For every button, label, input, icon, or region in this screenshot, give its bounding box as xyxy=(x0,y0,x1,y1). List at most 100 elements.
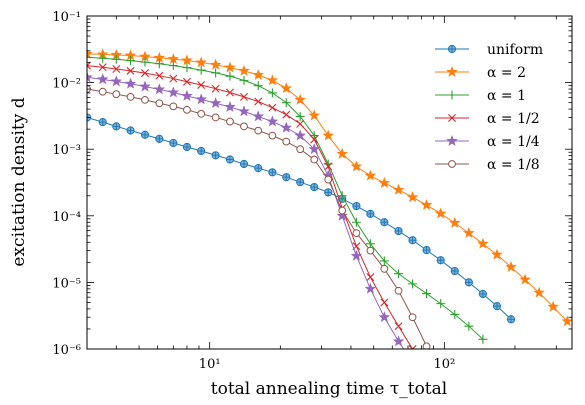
data-point-0-25 xyxy=(436,256,445,265)
data-point-0-4 xyxy=(140,130,150,139)
series-5 xyxy=(87,85,431,349)
data-point-4-0 xyxy=(87,71,93,83)
y-tick-label-5: 10⁻⁶ xyxy=(52,343,81,358)
data-point-5-21 xyxy=(380,264,389,273)
data-point-2-9 xyxy=(211,68,221,78)
data-point-0-7 xyxy=(182,142,192,152)
y-axis-label: excitation density d xyxy=(9,97,29,266)
data-point-5-6 xyxy=(169,102,178,111)
data-point-2-12 xyxy=(253,81,263,91)
x-tick-label-0: 10¹ xyxy=(199,357,221,372)
data-point-2-5 xyxy=(154,59,164,69)
data-point-3-0 xyxy=(87,61,91,70)
data-point-4-1 xyxy=(96,73,109,85)
data-point-1-22 xyxy=(392,183,405,195)
data-point-4-10 xyxy=(224,100,236,112)
data-point-5-22 xyxy=(394,286,403,295)
legend-label-2: α = 1 xyxy=(487,88,526,104)
data-point-4-2 xyxy=(110,75,123,87)
legend-item-4: α = 1/4 xyxy=(435,134,540,150)
data-point-0-12 xyxy=(254,164,263,173)
data-point-3-14 xyxy=(282,110,291,119)
data-point-3-17 xyxy=(324,162,333,171)
data-point-2-14 xyxy=(281,98,291,108)
data-point-4-14 xyxy=(280,121,293,133)
data-point-0-6 xyxy=(169,138,178,148)
y-tick-label-1: 10⁻² xyxy=(52,77,81,92)
data-point-2-13 xyxy=(267,88,277,98)
data-point-1-20 xyxy=(364,169,377,181)
data-point-1-12 xyxy=(252,68,264,80)
data-point-4-19 xyxy=(350,249,363,261)
data-point-5-23 xyxy=(408,313,417,322)
data-point-3-3 xyxy=(126,66,135,75)
data-point-2-0 xyxy=(87,52,92,62)
data-point-0-11 xyxy=(239,159,249,169)
data-point-5-17 xyxy=(324,175,333,184)
data-point-1-30 xyxy=(505,261,517,272)
data-point-3-1 xyxy=(98,63,107,72)
data-point-2-25 xyxy=(436,299,446,309)
data-point-5-1 xyxy=(98,87,107,96)
data-point-3-6 xyxy=(169,74,178,83)
data-point-1-16 xyxy=(308,109,321,121)
data-point-0-30 xyxy=(506,315,516,324)
legend-marker-4 xyxy=(446,134,458,146)
data-point-3-7 xyxy=(182,77,191,86)
data-point-0-17 xyxy=(324,188,333,197)
legend-item-0: uniform xyxy=(435,42,543,58)
data-point-4-12 xyxy=(252,110,264,122)
data-point-0-9 xyxy=(211,151,220,160)
data-point-2-21 xyxy=(379,256,389,266)
data-point-0-16 xyxy=(310,182,319,192)
data-point-4-9 xyxy=(209,97,222,109)
x-tick-label-1: 10² xyxy=(433,357,455,372)
series-1 xyxy=(87,47,572,327)
data-point-1-33 xyxy=(547,300,559,312)
data-point-2-27 xyxy=(464,321,474,331)
data-point-4-3 xyxy=(124,77,137,89)
data-point-5-19 xyxy=(352,229,361,237)
data-point-0-3 xyxy=(126,126,135,135)
data-point-1-21 xyxy=(378,177,391,188)
data-point-5-20 xyxy=(366,246,375,255)
data-point-1-18 xyxy=(336,147,348,159)
legend-label-4: α = 1/4 xyxy=(487,134,540,150)
data-point-2-7 xyxy=(182,63,192,73)
data-point-1-8 xyxy=(195,56,207,68)
data-point-3-23 xyxy=(408,345,417,349)
data-point-2-4 xyxy=(140,57,150,67)
legend-marker-3 xyxy=(448,114,456,122)
data-point-3-12 xyxy=(254,97,263,106)
data-point-5-7 xyxy=(183,105,191,114)
legend-label-3: α = 1/2 xyxy=(487,111,540,127)
data-point-4-22 xyxy=(392,335,405,347)
data-point-3-21 xyxy=(380,298,389,307)
data-point-4-20 xyxy=(364,282,377,294)
data-point-4-15 xyxy=(294,129,306,141)
data-point-2-3 xyxy=(126,56,136,66)
data-point-0-21 xyxy=(380,218,389,227)
data-point-3-15 xyxy=(296,119,305,128)
data-point-0-14 xyxy=(282,173,291,182)
legend-marker-2 xyxy=(447,90,457,100)
data-point-2-22 xyxy=(394,269,404,279)
data-point-5-12 xyxy=(254,126,263,135)
data-point-0-8 xyxy=(197,146,206,156)
data-point-1-27 xyxy=(463,227,475,238)
data-point-4-23 xyxy=(403,350,413,359)
data-point-5-18 xyxy=(338,206,347,215)
y-tick-label-3: 10⁻⁴ xyxy=(52,210,81,225)
data-point-0-22 xyxy=(394,226,403,236)
data-point-0-27 xyxy=(464,278,473,287)
data-point-1-32 xyxy=(533,286,545,298)
plot-frame xyxy=(86,15,573,350)
legend-label-5: α = 1/8 xyxy=(487,157,540,173)
data-point-3-9 xyxy=(211,84,220,93)
data-point-3-13 xyxy=(268,103,277,112)
legend-item-3: α = 1/2 xyxy=(435,111,540,127)
data-point-1-14 xyxy=(280,82,293,94)
data-point-1-29 xyxy=(491,248,503,260)
data-point-3-2 xyxy=(112,65,121,73)
